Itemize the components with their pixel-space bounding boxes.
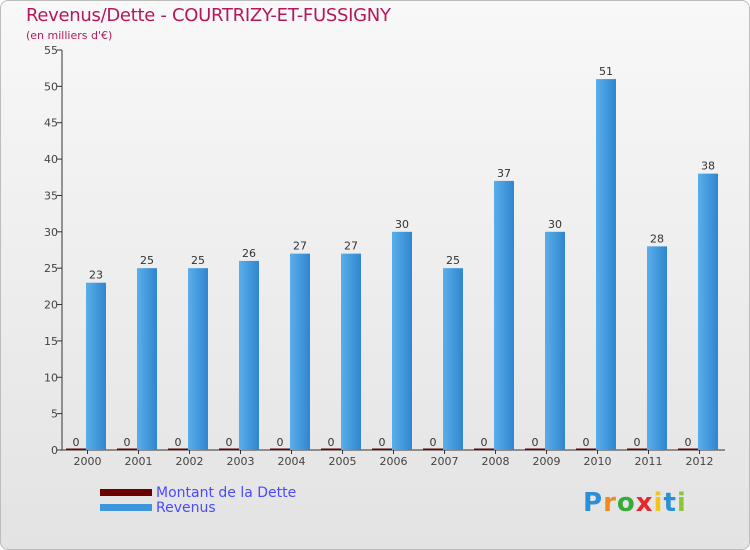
- debt-value-label: 0: [328, 436, 335, 449]
- legend-swatch-dette: [100, 489, 152, 496]
- debt-bar: [627, 448, 647, 450]
- x-tick-label: 2012: [686, 455, 714, 468]
- proxiti-logo: Proxiti: [583, 488, 687, 518]
- revenus-value-label: 30: [548, 218, 562, 231]
- revenus-bar: [596, 79, 616, 450]
- debt-value-label: 0: [277, 436, 284, 449]
- y-tick-label: 35: [44, 189, 58, 202]
- debt-bar: [372, 448, 392, 450]
- debt-bar: [576, 448, 596, 450]
- logo-letter: r: [603, 488, 617, 518]
- x-tick-label: 2001: [125, 455, 153, 468]
- revenus-bar: [647, 246, 667, 450]
- y-tick-label: 0: [51, 444, 58, 457]
- debt-value-label: 0: [73, 436, 80, 449]
- logo-letter: i: [676, 488, 687, 518]
- debt-value-label: 0: [430, 436, 437, 449]
- revenus-value-label: 27: [293, 240, 307, 253]
- revenus-bar: [494, 180, 514, 450]
- y-tick-label: 30: [44, 226, 58, 239]
- revenus-value-label: 27: [344, 240, 358, 253]
- debt-value-label: 0: [532, 436, 539, 449]
- revenus-value-label: 37: [497, 167, 511, 180]
- revenus-value-label: 25: [446, 254, 460, 267]
- x-tick-label: 2000: [74, 455, 102, 468]
- revenus-bar: [698, 173, 718, 451]
- y-tick-label: 55: [44, 44, 58, 57]
- revenus-bar: [290, 253, 310, 450]
- y-tick-label: 5: [51, 408, 58, 421]
- debt-bar: [474, 448, 494, 450]
- y-tick-label: 25: [44, 262, 58, 275]
- revenus-bar: [188, 268, 208, 450]
- x-tick-label: 2008: [482, 455, 510, 468]
- revenus-value-label: 38: [701, 160, 715, 173]
- x-tick-label: 2010: [584, 455, 612, 468]
- logo-letter: t: [663, 488, 677, 518]
- debt-bar: [117, 448, 137, 450]
- logo-letter: i: [653, 488, 664, 518]
- debt-value-label: 0: [481, 436, 488, 449]
- y-tick-label: 20: [44, 299, 58, 312]
- revenus-bar: [86, 282, 106, 450]
- debt-value-label: 0: [685, 436, 692, 449]
- y-tick-label: 40: [44, 153, 58, 166]
- logo-letter: P: [583, 488, 604, 518]
- x-tick-label: 2004: [278, 455, 306, 468]
- debt-bar: [66, 448, 86, 450]
- revenus-value-label: 51: [599, 65, 613, 78]
- revenus-bar: [443, 268, 463, 450]
- y-tick-label: 10: [44, 371, 58, 384]
- legend-swatch-revenus: [100, 504, 152, 511]
- debt-value-label: 0: [379, 436, 386, 449]
- debt-value-label: 0: [226, 436, 233, 449]
- x-tick-label: 2003: [227, 455, 255, 468]
- revenus-value-label: 25: [140, 254, 154, 267]
- debt-value-label: 0: [175, 436, 182, 449]
- debt-bar: [270, 448, 290, 450]
- revenus-value-label: 25: [191, 254, 205, 267]
- x-tick-label: 2006: [380, 455, 408, 468]
- debt-value-label: 0: [634, 436, 641, 449]
- revenus-bar: [239, 260, 259, 450]
- debt-value-label: 0: [583, 436, 590, 449]
- revenus-value-label: 26: [242, 247, 256, 260]
- y-tick-label: 45: [44, 117, 58, 130]
- revenus-bar: [341, 253, 361, 450]
- revenus-value-label: 30: [395, 218, 409, 231]
- x-tick-label: 2009: [533, 455, 561, 468]
- chart-title: Revenus/Dette - COURTRIZY-ET-FUSSIGNY: [26, 5, 391, 26]
- x-tick-label: 2002: [176, 455, 204, 468]
- debt-bar: [678, 448, 698, 450]
- chart-subtitle: (en milliers d'€): [26, 29, 113, 42]
- y-tick-label: 15: [44, 335, 58, 348]
- revenus-value-label: 23: [89, 269, 103, 282]
- debt-value-label: 0: [124, 436, 131, 449]
- debt-bar: [168, 448, 188, 450]
- debt-bar: [525, 448, 545, 450]
- x-tick-label: 2007: [431, 455, 459, 468]
- y-tick-label: 50: [44, 80, 58, 93]
- revenus-value-label: 28: [650, 232, 664, 245]
- debt-bar: [219, 448, 239, 450]
- revenus-bar: [137, 268, 157, 450]
- legend-label-dette: Montant de la Dette: [156, 485, 297, 501]
- x-tick-label: 2005: [329, 455, 357, 468]
- debt-bar: [423, 448, 443, 450]
- debt-bar: [321, 448, 341, 450]
- revenus-bar: [545, 231, 565, 450]
- revenus-bar: [392, 231, 412, 450]
- legend-label-revenus: Revenus: [156, 500, 216, 516]
- logo-letter: x: [635, 488, 654, 518]
- x-tick-label: 2011: [635, 455, 663, 468]
- logo-letter: o: [616, 488, 636, 518]
